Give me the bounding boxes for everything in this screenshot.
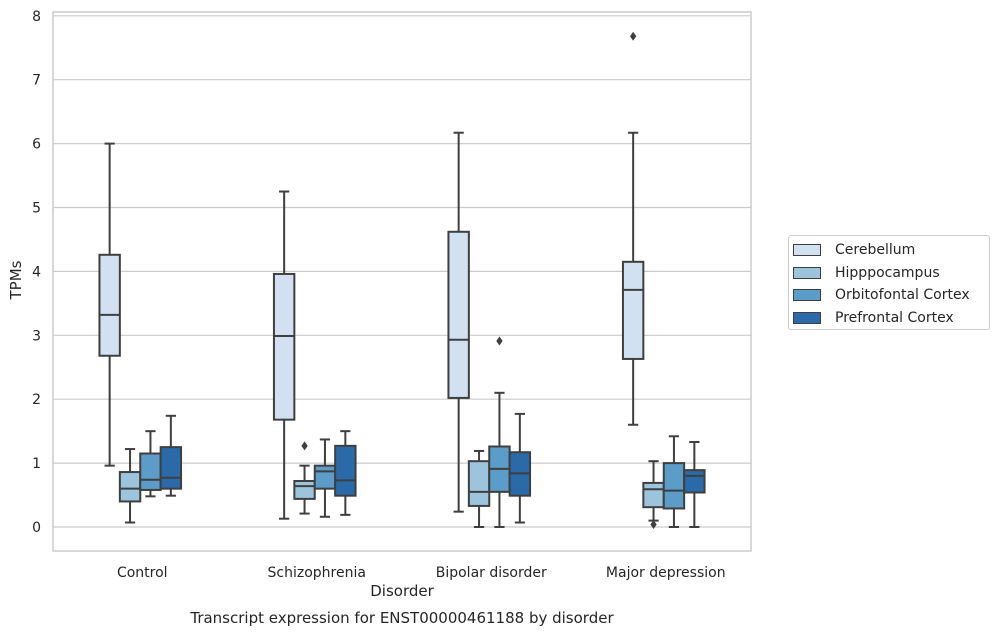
box-3-3 <box>683 441 706 528</box>
x-tick-label: Schizophrenia <box>268 565 366 581</box>
box-0-1 <box>272 190 296 520</box>
y-tick-label: 1 <box>32 456 41 472</box>
box-2-3 <box>662 435 686 528</box>
legend-label: Orbitofontal Cortex <box>835 287 970 304</box>
box-3-1 <box>334 430 357 516</box>
y-tick-label: 0 <box>32 520 41 536</box>
box-iqr <box>98 253 121 357</box>
y-tick-label: 3 <box>32 328 41 344</box>
box-1-1 <box>293 441 316 515</box>
figure-caption: Transcript expression for ENST0000046118… <box>190 609 614 627</box>
plot-frame <box>52 11 752 552</box>
y-axis-label: TPMs <box>7 260 25 300</box>
box-1-2 <box>467 449 491 528</box>
x-tick-label: Major depression <box>606 565 726 581</box>
box-iqr <box>467 460 491 507</box>
box-iqr <box>662 462 686 510</box>
legend-item: Cerebellum <box>793 239 989 262</box>
y-tick-label: 2 <box>32 392 41 408</box>
box-0-2 <box>447 131 470 513</box>
legend-swatch <box>793 244 821 257</box>
box-iqr <box>642 481 665 509</box>
outlier-point <box>496 336 503 346</box>
legend: Cerebellum Hipppocampus Orbitofontal Corte… <box>788 235 990 330</box>
box-3-2 <box>508 412 532 524</box>
legend-swatch <box>793 289 821 302</box>
y-tick-label: 4 <box>32 264 41 280</box>
box-iqr <box>683 469 706 494</box>
outlier-point <box>630 31 637 41</box>
legend-item: Prefrontal Cortex <box>793 307 989 330</box>
box-2-2 <box>488 336 511 528</box>
y-tick-label: 7 <box>32 73 41 89</box>
box-0-0 <box>98 142 121 467</box>
y-tick-label: 8 <box>32 9 41 25</box>
x-tick-label: Control <box>117 565 168 581</box>
box-iqr <box>447 230 470 399</box>
legend-item: Hipppocampus <box>793 262 989 285</box>
x-tick-label: Bipolar disorder <box>436 565 547 581</box>
box-series <box>98 31 706 529</box>
legend-label: Prefrontal Cortex <box>835 309 954 326</box>
box-2-0 <box>139 430 162 498</box>
x-tick-labels: Control Schizophrenia Bipolar disorder Majo… <box>117 565 726 581</box>
outlier-point <box>301 441 308 451</box>
legend-item: Orbitofontal Cortex <box>793 284 989 307</box>
y-tick-label: 6 <box>32 137 41 153</box>
box-3-0 <box>159 414 183 497</box>
box-0-3 <box>621 31 645 426</box>
legend-swatch <box>793 266 821 279</box>
box-iqr <box>621 260 645 360</box>
legend-swatch <box>793 311 821 324</box>
box-1-3 <box>642 460 665 529</box>
x-axis-label: Disorder <box>370 582 434 600</box>
legend-label: Hipppocampus <box>835 264 940 281</box>
outlier-point <box>650 519 657 529</box>
box-iqr <box>139 452 162 491</box>
y-tick-label: 5 <box>32 201 41 217</box>
grid-lines <box>53 15 751 528</box>
box-iqr <box>334 444 357 497</box>
y-tick-labels: 0 1 2 3 4 5 6 7 8 <box>32 9 41 536</box>
box-1-0 <box>118 448 142 524</box>
box-2-1 <box>313 438 337 518</box>
legend-label: Cerebellum <box>835 242 916 259</box>
box-iqr <box>118 471 142 503</box>
box-iqr <box>272 272 296 421</box>
box-iqr <box>159 446 183 490</box>
box-iqr <box>313 464 337 490</box>
box-iqr <box>293 479 316 500</box>
